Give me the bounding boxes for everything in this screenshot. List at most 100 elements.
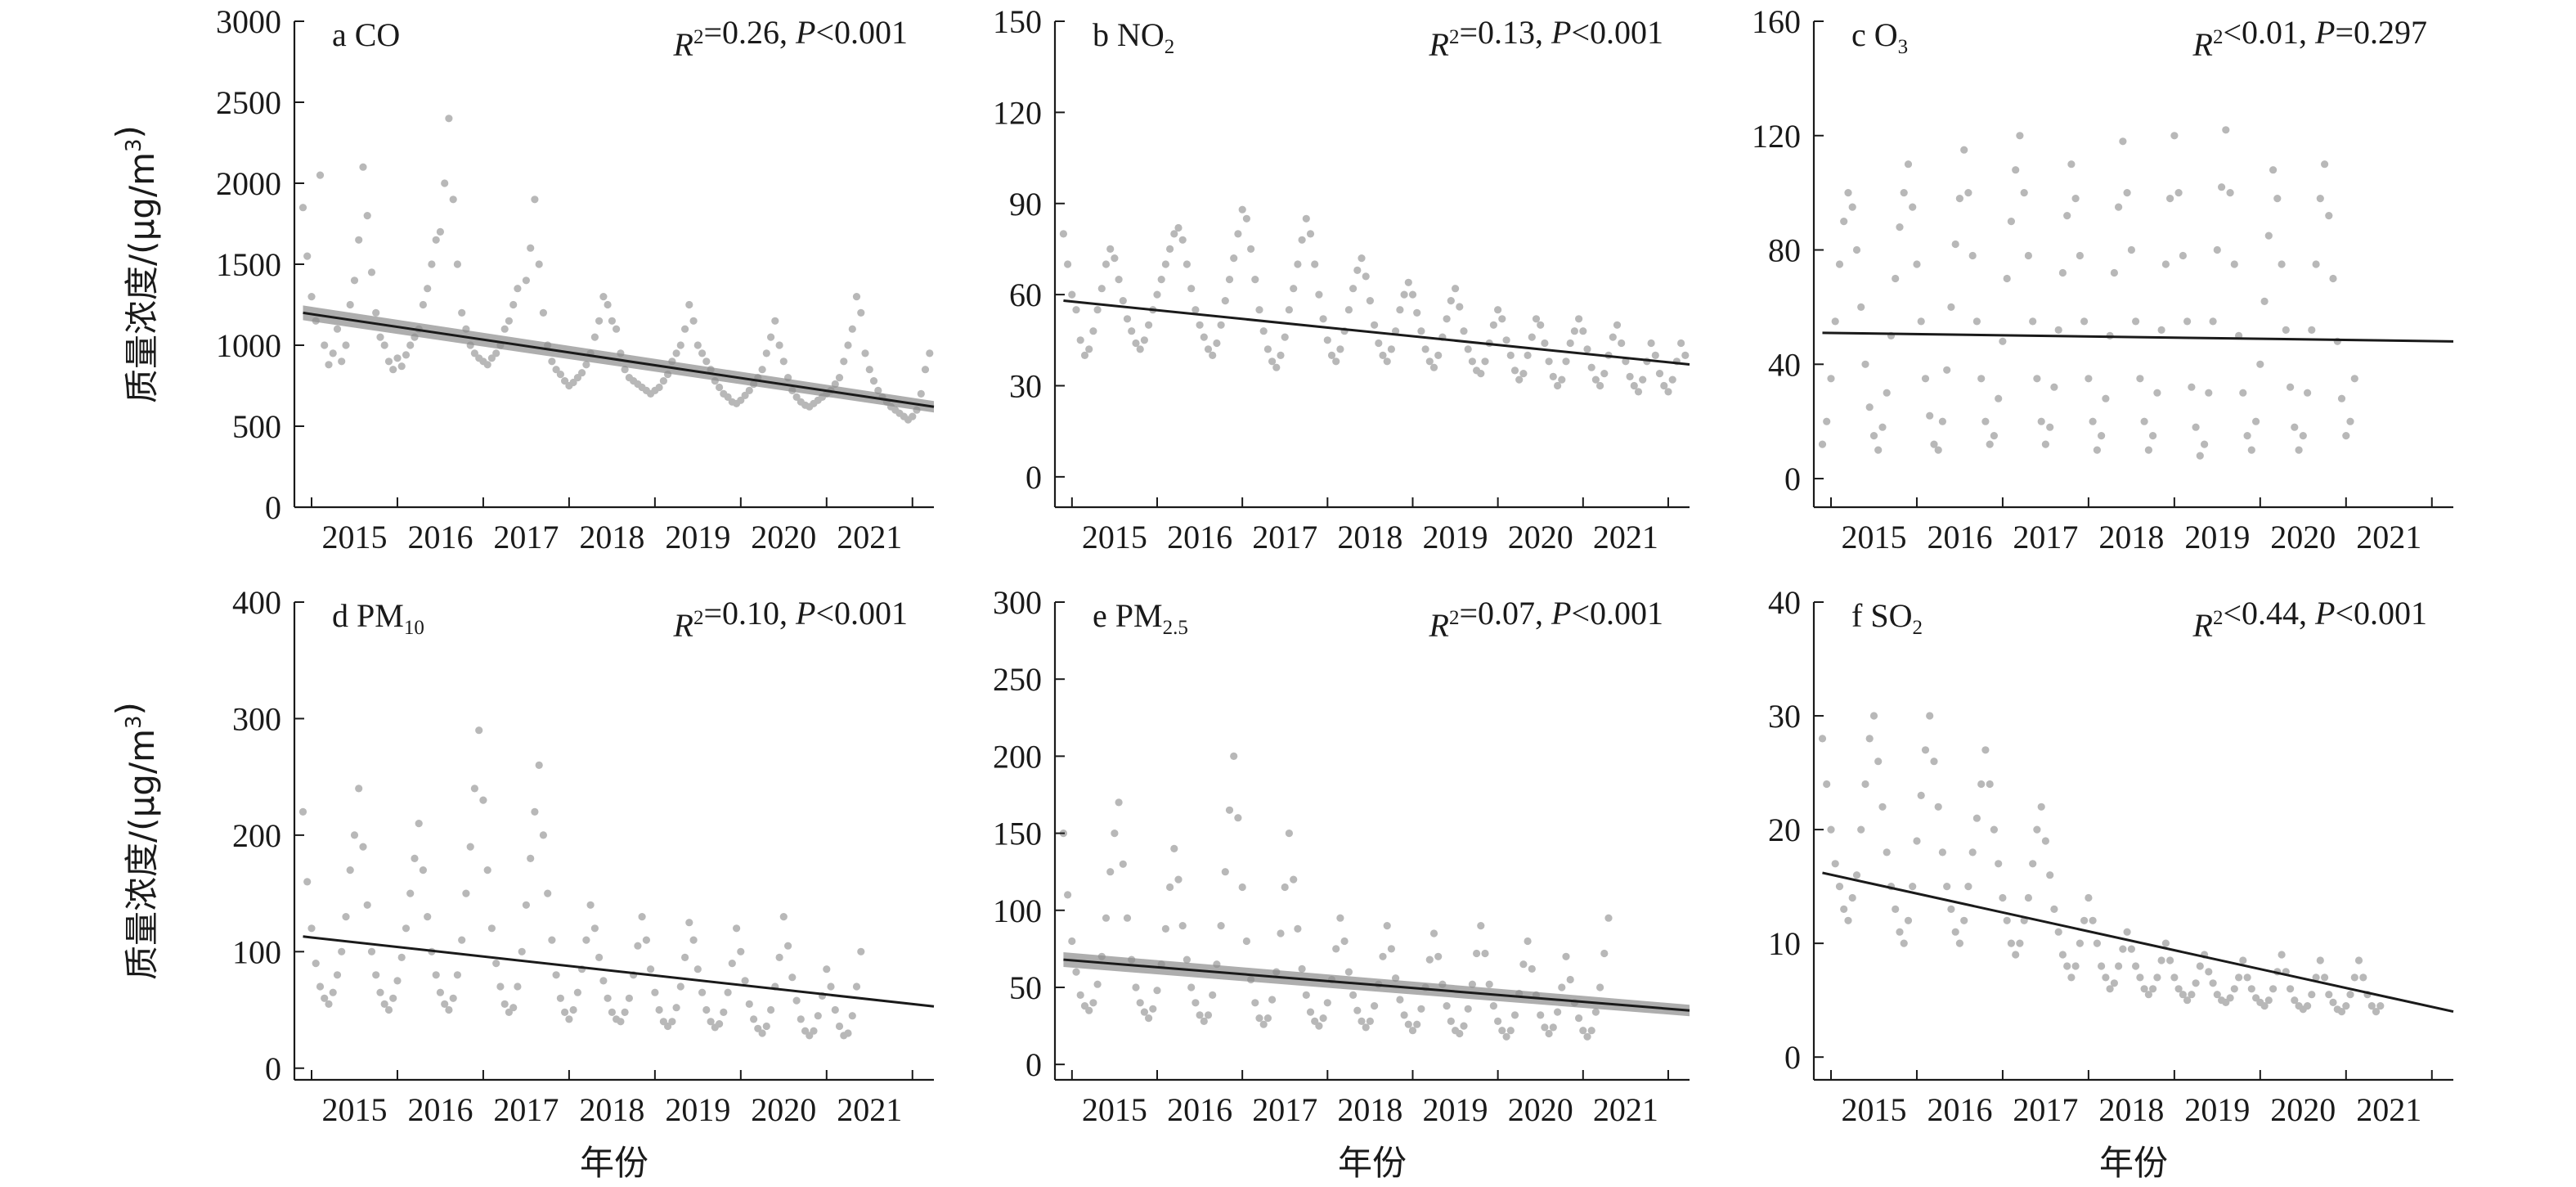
data-point — [1238, 205, 1246, 214]
data-point — [1259, 1020, 1268, 1028]
data-point — [2201, 440, 2209, 448]
data-point — [2085, 893, 2093, 902]
data-point — [449, 994, 457, 1002]
data-point — [298, 807, 307, 816]
data-point — [1579, 1027, 1587, 1035]
data-point — [2166, 195, 2174, 203]
data-point — [1429, 929, 1438, 937]
data-point — [307, 924, 316, 933]
data-point — [449, 196, 457, 204]
y-tick-label: 0 — [1784, 1039, 1801, 1076]
data-point — [1417, 327, 1425, 335]
data-point — [548, 357, 556, 366]
data-point — [1528, 333, 1536, 341]
data-point — [1869, 432, 1878, 440]
data-point — [857, 308, 865, 317]
data-point — [2058, 951, 2067, 959]
data-point — [745, 386, 753, 394]
data-point — [1960, 146, 1968, 154]
data-point — [1861, 780, 1869, 789]
data-point — [1085, 1006, 1093, 1014]
data-point — [1878, 803, 1887, 811]
data-point — [1558, 375, 1566, 384]
data-point — [492, 960, 500, 968]
data-point — [1818, 440, 1827, 448]
data-point — [2037, 803, 2045, 811]
data-point — [1234, 230, 1242, 238]
data-point — [1085, 345, 1093, 353]
data-point — [728, 960, 736, 968]
data-point — [1371, 321, 1379, 329]
x-tick-label: 2017 — [1252, 1091, 1317, 1128]
data-point — [1145, 321, 1153, 329]
data-point — [926, 349, 934, 357]
data-point — [865, 366, 873, 374]
data-point — [1502, 1032, 1510, 1041]
data-point — [1840, 905, 1848, 913]
data-point — [1200, 333, 1208, 341]
data-point — [1106, 245, 1115, 253]
data-point — [522, 277, 531, 285]
data-point — [1294, 924, 1302, 933]
y-tick-label: 50 — [1009, 969, 1042, 1006]
data-point — [1196, 321, 1204, 329]
data-point — [1541, 1023, 1549, 1032]
data-point — [2093, 939, 2101, 947]
data-point — [2085, 375, 2093, 383]
data-point — [582, 936, 590, 944]
data-point — [2230, 260, 2238, 268]
data-point — [1464, 345, 1472, 353]
data-point — [1068, 937, 1076, 946]
data-point — [1076, 336, 1084, 344]
data-point — [2308, 326, 2316, 334]
data-point — [1519, 960, 1528, 969]
data-point — [2132, 962, 2140, 970]
data-point — [500, 1000, 509, 1008]
x-tick-label: 2018 — [1337, 519, 1402, 555]
x-tick-label: 2019 — [2184, 1091, 2250, 1128]
data-point — [1153, 987, 1161, 995]
data-point — [2269, 166, 2278, 174]
x-tick-label: 2015 — [1082, 519, 1147, 555]
data-point — [1874, 758, 1883, 766]
data-point — [307, 293, 316, 301]
data-point — [1515, 375, 1524, 384]
x-tick-label: 2020 — [1508, 519, 1573, 555]
data-point — [1917, 317, 1925, 326]
data-point — [2354, 956, 2363, 964]
data-point — [1217, 922, 1225, 930]
data-point — [852, 982, 861, 991]
data-point — [2329, 274, 2337, 283]
data-point — [1938, 417, 1946, 425]
data-point — [2209, 979, 2217, 987]
data-point — [1178, 236, 1187, 244]
data-point — [2007, 939, 2015, 947]
data-point — [2264, 232, 2273, 240]
data-point — [1591, 375, 1600, 384]
data-point — [367, 268, 376, 277]
data-point — [1251, 999, 1259, 1007]
data-point — [509, 1004, 518, 1012]
data-point — [389, 994, 397, 1002]
data-point — [869, 377, 878, 385]
data-point — [514, 982, 522, 991]
data-point — [2110, 268, 2118, 277]
data-point — [1874, 446, 1883, 454]
x-tick-label: 2019 — [1423, 519, 1488, 555]
data-point — [2054, 326, 2062, 334]
data-point — [1960, 916, 1968, 924]
data-point — [741, 977, 749, 985]
data-point — [676, 341, 684, 349]
data-point — [2003, 916, 2011, 924]
data-point — [2140, 985, 2148, 993]
data-point — [1844, 189, 1852, 197]
data-point — [372, 308, 380, 317]
data-point — [1059, 230, 1067, 238]
data-point — [2136, 973, 2144, 982]
data-point — [1434, 952, 1443, 960]
data-point — [1349, 991, 1358, 999]
x-tick-label: 2015 — [1082, 1091, 1147, 1128]
data-point — [2003, 274, 2011, 283]
data-point — [1408, 1027, 1417, 1035]
data-point — [1852, 871, 1861, 879]
